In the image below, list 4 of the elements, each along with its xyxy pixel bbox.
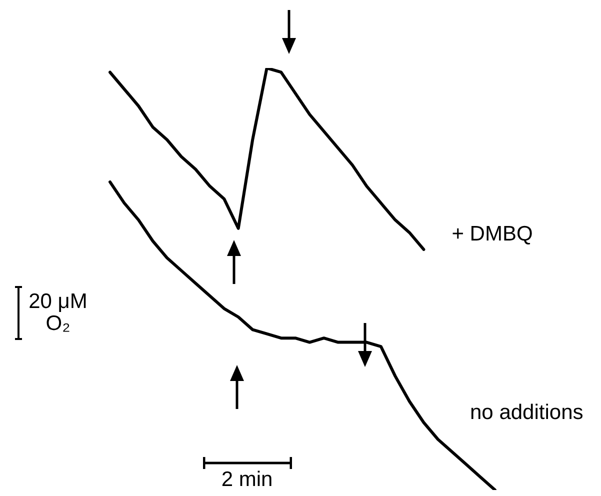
text: 20 μM O₂ <box>28 290 88 335</box>
annotation: 2 min <box>220 468 274 491</box>
series-label: + DMBQ <box>452 222 533 246</box>
series-label: no additions <box>470 400 584 424</box>
